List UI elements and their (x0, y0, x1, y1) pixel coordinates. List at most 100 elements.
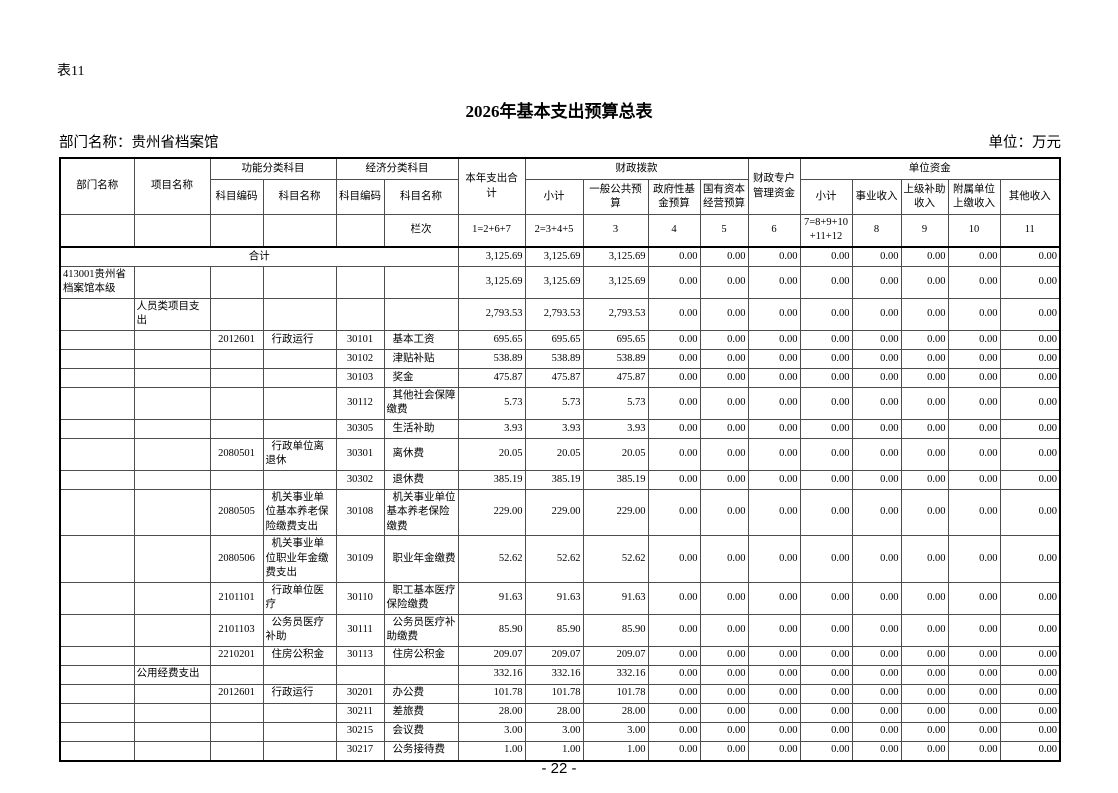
label-cell (133, 367, 211, 388)
header-row-lanci: 栏次 1=2+6+7 2=3+4+5 3 4 5 6 7=8+9+10+11+1… (59, 213, 1061, 248)
table-row: 30102 津贴补贴 538.89 538.89 538.89 0.00 0.00 0.00 0… (59, 348, 1061, 369)
value-cell: 3.00 (524, 721, 584, 742)
label-cell (133, 469, 211, 490)
value-cell: 1.00 (457, 740, 526, 762)
value-cell: 0.00 (851, 329, 902, 350)
label-cell (59, 581, 135, 615)
value-cell: 0.00 (747, 535, 801, 583)
value-cell: 0.00 (647, 740, 701, 762)
label-cell (133, 645, 211, 666)
value-cell: 0.00 (699, 386, 749, 420)
value-cell: 5.73 (524, 386, 584, 420)
value-cell: 0.00 (900, 418, 949, 439)
value-cell: 0.00 (947, 581, 1001, 615)
value-cell: 0.00 (747, 740, 801, 762)
table-row: 413001贵州省档案馆本级 3,125.69 3,125.69 3,125.69 0.… (59, 265, 1061, 299)
label-cell: 公务接待费 (383, 740, 459, 762)
label-cell: 其他社会保障缴费 (383, 386, 459, 420)
value-cell: 0.00 (947, 348, 1001, 369)
value-cell: 0.00 (947, 469, 1001, 490)
label-cell: 2080501 (209, 437, 264, 471)
label-cell: 30201 (335, 683, 385, 704)
value-cell: 0.00 (851, 367, 902, 388)
label-cell: 30215 (335, 721, 385, 742)
unit-label: 单位：万元 (988, 135, 1062, 151)
table-row: 2012601 行政运行 30101 基本工资 695.65 695.65 695.65 0.… (59, 329, 1061, 350)
merged-label-cell: 合计 (59, 246, 459, 267)
table-row: 2080501 行政单位离退休 30301 离休费 20.05 20.05 20.05 0.0… (59, 437, 1061, 471)
label-cell (209, 367, 264, 388)
value-cell: 475.87 (524, 367, 584, 388)
value-cell: 0.00 (799, 367, 853, 388)
value-cell: 0.00 (999, 740, 1061, 762)
value-cell: 0.00 (947, 367, 1001, 388)
table-row: 2012601 行政运行 30201 办公费 101.78 101.78 101.78 0.0… (59, 683, 1061, 704)
value-cell: 0.00 (747, 265, 801, 299)
value-cell: 0.00 (900, 613, 949, 647)
value-cell: 0.00 (947, 740, 1001, 762)
value-cell: 5.73 (582, 386, 649, 420)
value-cell: 0.00 (999, 469, 1061, 490)
value-cell: 3.00 (457, 721, 526, 742)
value-cell: 0.00 (851, 297, 902, 331)
value-cell: 0.00 (900, 348, 949, 369)
value-cell: 0.00 (799, 488, 853, 537)
label-cell (59, 613, 135, 647)
value-cell: 0.00 (999, 613, 1061, 647)
value-cell: 20.05 (524, 437, 584, 471)
value-cell: 475.87 (457, 367, 526, 388)
table-row: 2210201 住房公积金 30113 住房公积金 209.07 209.07 209.07… (59, 645, 1061, 666)
value-cell: 28.00 (524, 702, 584, 723)
label-cell: 30108 (335, 488, 385, 537)
col-formula: 3 (582, 213, 649, 248)
value-cell: 229.00 (524, 488, 584, 537)
value-cell: 0.00 (699, 702, 749, 723)
empty-cell (262, 213, 337, 248)
value-cell: 0.00 (647, 613, 701, 647)
value-cell: 0.00 (900, 645, 949, 666)
value-cell: 0.00 (647, 348, 701, 369)
label-cell (209, 469, 264, 490)
value-cell: 0.00 (947, 613, 1001, 647)
value-cell: 0.00 (851, 721, 902, 742)
value-cell: 0.00 (747, 664, 801, 685)
table-row: 公用经费支出 332.16 332.16 332.16 0.00 0.00 0.00 0.00… (59, 664, 1061, 685)
table-row: 合计 3,125.69 3,125.69 3,125.69 0.00 0.00 0.00 0.… (59, 246, 1061, 267)
value-cell: 2,793.53 (582, 297, 649, 331)
value-cell: 0.00 (799, 329, 853, 350)
value-cell: 0.00 (747, 469, 801, 490)
header-affiliate-income: 附属单位上缴收入 (947, 179, 1001, 215)
value-cell: 0.00 (900, 246, 949, 267)
value-cell: 0.00 (900, 265, 949, 299)
label-cell (133, 437, 211, 471)
value-cell: 0.00 (947, 645, 1001, 666)
empty-cell (133, 213, 211, 248)
label-cell: 30302 (335, 469, 385, 490)
value-cell: 52.62 (582, 535, 649, 583)
value-cell: 0.00 (747, 702, 801, 723)
label-cell (262, 721, 337, 742)
label-cell (209, 721, 264, 742)
value-cell: 385.19 (457, 469, 526, 490)
value-cell: 3.93 (582, 418, 649, 439)
value-cell: 85.90 (457, 613, 526, 647)
value-cell: 0.00 (947, 683, 1001, 704)
value-cell: 0.00 (999, 386, 1061, 420)
header-econ-name: 科目名称 (383, 179, 459, 215)
col-formula: 10 (947, 213, 1001, 248)
label-cell: 行政运行 (262, 683, 337, 704)
table-row: 30103 奖金 475.87 475.87 475.87 0.00 0.00 0.00 0.0… (59, 367, 1061, 388)
value-cell: 0.00 (647, 488, 701, 537)
value-cell: 0.00 (947, 386, 1001, 420)
value-cell: 0.00 (799, 721, 853, 742)
label-cell (209, 297, 264, 331)
value-cell: 0.00 (999, 246, 1061, 267)
header-special-account: 财政专户管理资金 (747, 157, 801, 215)
value-cell: 229.00 (582, 488, 649, 537)
label-cell (335, 297, 385, 331)
value-cell: 0.00 (699, 469, 749, 490)
empty-cell (335, 213, 385, 248)
label-cell (59, 348, 135, 369)
label-cell: 30103 (335, 367, 385, 388)
